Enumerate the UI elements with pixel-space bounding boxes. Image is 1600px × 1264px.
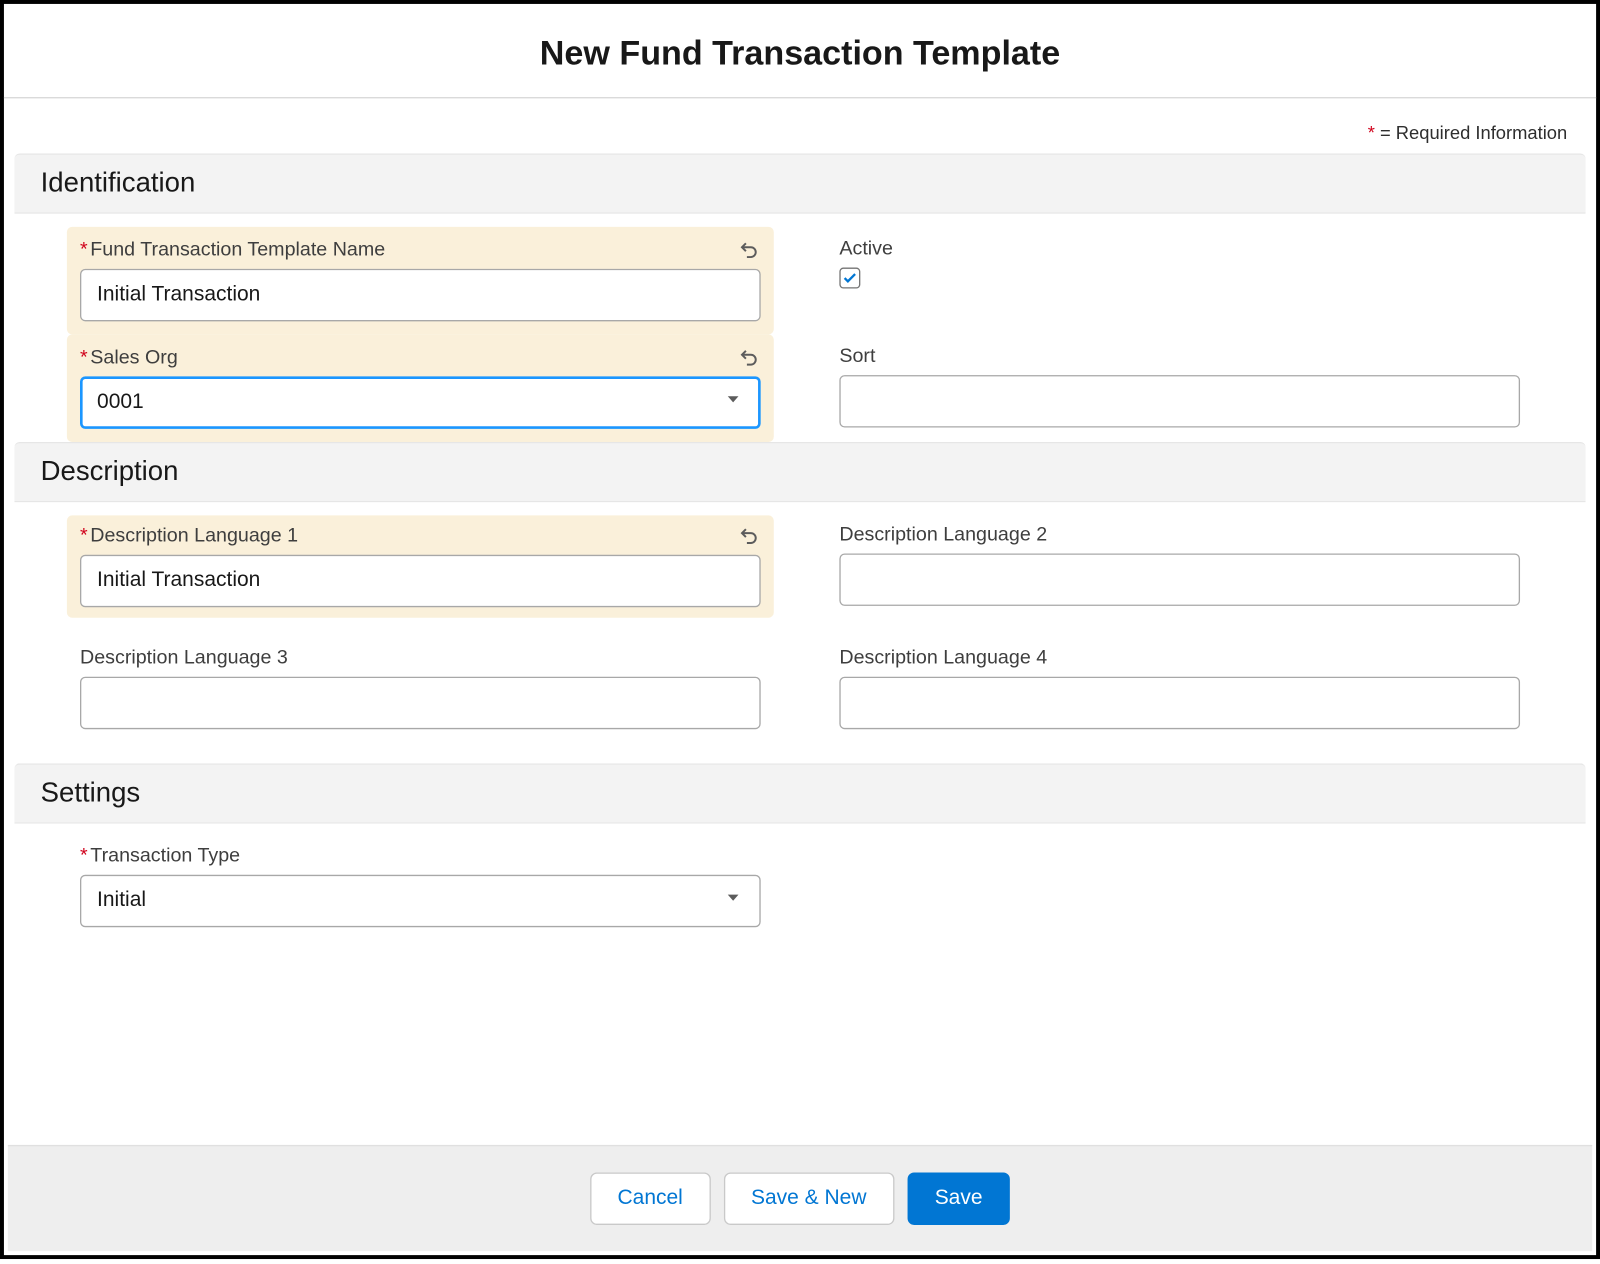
field-template-name: *Fund Transaction Template Name (67, 227, 774, 335)
label-desc4: Description Language 4 (839, 647, 1047, 669)
section-header-description: Description (14, 442, 1585, 502)
field-desc2: Description Language 2 (826, 515, 1533, 617)
field-desc3: Description Language 3 (67, 639, 774, 740)
label-desc2: Description Language 2 (839, 523, 1047, 545)
required-star: * (80, 845, 88, 867)
select-sales-org[interactable] (80, 376, 761, 428)
page-title: New Fund Transaction Template (4, 33, 1596, 74)
undo-icon[interactable] (737, 237, 761, 261)
label-active: Active (839, 237, 893, 259)
undo-icon[interactable] (737, 523, 761, 547)
section-header-identification: Identification (14, 153, 1585, 213)
label-desc3: Description Language 3 (80, 647, 288, 669)
input-desc4[interactable] (839, 677, 1520, 729)
required-marker: * (1368, 122, 1375, 143)
label-template-name: *Fund Transaction Template Name (80, 238, 385, 260)
save-and-new-button[interactable]: Save & New (723, 1172, 894, 1224)
save-button[interactable]: Save (907, 1172, 1010, 1224)
input-desc1[interactable] (80, 555, 761, 607)
input-template-name[interactable] (80, 269, 761, 321)
field-sort: Sort (826, 334, 1533, 442)
title-bar: New Fund Transaction Template (4, 4, 1596, 98)
required-star: * (80, 238, 88, 260)
select-transaction-type[interactable] (80, 875, 761, 927)
input-desc2[interactable] (839, 553, 1520, 605)
field-sales-org: *Sales Org (67, 334, 774, 442)
section-header-settings: Settings (14, 763, 1585, 823)
cancel-button[interactable]: Cancel (590, 1172, 710, 1224)
label-desc1: *Description Language 1 (80, 524, 298, 546)
required-text: = Required Information (1380, 122, 1567, 143)
field-desc4: Description Language 4 (826, 639, 1533, 740)
input-desc3[interactable] (80, 677, 761, 729)
label-sort: Sort (839, 345, 875, 367)
required-star: * (80, 346, 88, 368)
field-transaction-type: *Transaction Type (67, 837, 774, 938)
label-transaction-type: *Transaction Type (80, 845, 240, 867)
footer-actions: Cancel Save & New Save (8, 1145, 1592, 1251)
required-star: * (80, 524, 88, 546)
input-sort[interactable] (839, 375, 1520, 427)
field-desc1: *Description Language 1 (67, 515, 774, 617)
required-info-note: * = Required Information (4, 98, 1596, 153)
checkbox-active[interactable] (839, 268, 860, 289)
label-sales-org: *Sales Org (80, 346, 178, 368)
field-active: Active (826, 227, 1533, 335)
undo-icon[interactable] (737, 345, 761, 369)
